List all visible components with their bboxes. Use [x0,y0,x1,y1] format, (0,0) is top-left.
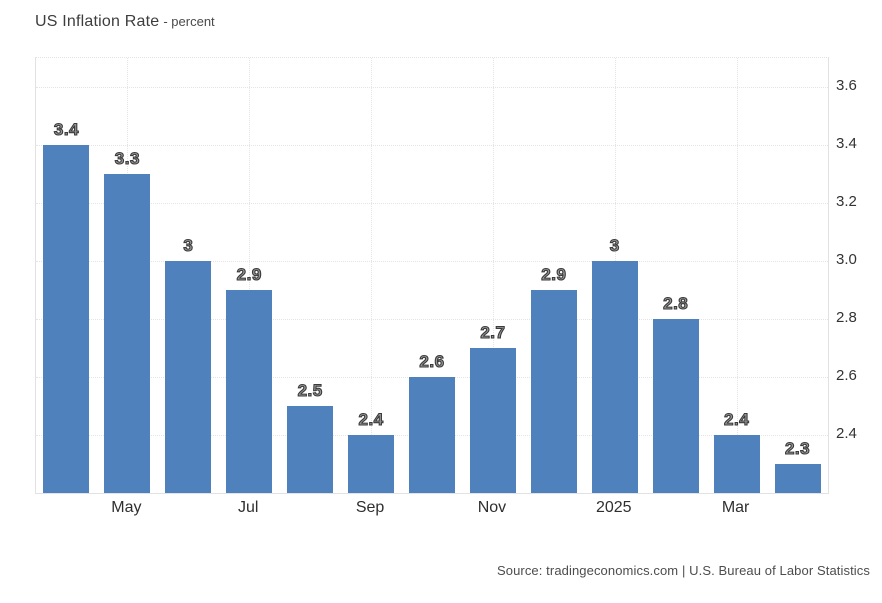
x-axis-labels: May Jul Sep Nov 2025 Mar [35,499,827,521]
bar-value-label: 3.4 [53,119,80,139]
bar-value-label: 2.4 [358,409,384,429]
bar-value-label: 2.7 [480,322,506,342]
x-tick-label: 2025 [595,499,632,516]
x-tick-label: Nov [477,499,507,516]
chart-title: US Inflation Rate [35,13,160,30]
v-gridline [492,58,494,493]
bar-value-label: 3.3 [114,148,140,168]
bar-value-label: 3 [183,235,194,255]
bar [774,464,821,493]
y-tick-label: 3.0 [836,251,857,268]
v-gridline [249,58,251,493]
y-tick-label: 2.6 [836,367,857,384]
plot-area: 3.4 3.3 3 2.9 2.5 2.4 2.6 2.7 2.9 3 2.8 2.4 2.3 [35,57,829,494]
bar [43,145,90,493]
h-gridline [36,261,828,262]
bar-value-label: 2.8 [663,293,689,313]
v-gridline [371,58,373,493]
bar-value-label: 2.4 [723,409,750,429]
y-tick-label: 2.8 [836,309,857,326]
h-gridline [36,319,828,320]
bar [591,261,638,493]
x-tick-label: May [111,499,142,516]
bar [104,174,151,493]
y-tick-label: 2.4 [836,425,857,442]
y-tick-label: 3.6 [836,77,857,94]
h-gridline [36,203,828,204]
bar [713,435,760,493]
bar-value-label: 2.6 [419,351,445,371]
h-gridline [36,87,828,88]
bar-value-label: 2.9 [236,264,262,284]
bar [530,290,577,493]
y-tick-label: 3.2 [836,193,857,210]
bar-value-label: 2.9 [541,264,567,284]
x-tick-label: Sep [355,499,385,516]
chart-title-row: US Inflation Rate - percent [35,13,215,31]
bar [287,406,334,493]
bar [409,377,455,493]
y-tick-label: 3.4 [836,135,857,152]
y-axis-labels: 2.4 2.6 2.8 3.0 3.2 3.4 3.6 [836,57,882,492]
bar-value-label: 2.5 [297,380,323,400]
v-gridline [736,58,738,493]
source-attribution: Source: tradingeconomics.com | U.S. Bure… [496,563,870,578]
bar [226,290,273,493]
x-tick-label: Mar [721,499,750,516]
x-tick-label: Jul [237,499,259,516]
chart-subtitle: - percent [163,14,215,29]
bar [469,348,516,493]
h-gridline [36,145,828,146]
bar-value-label: 3 [609,235,620,255]
bar [165,261,212,493]
bar [348,435,395,493]
bar [652,319,699,493]
bar-value-label: 2.3 [784,438,811,458]
